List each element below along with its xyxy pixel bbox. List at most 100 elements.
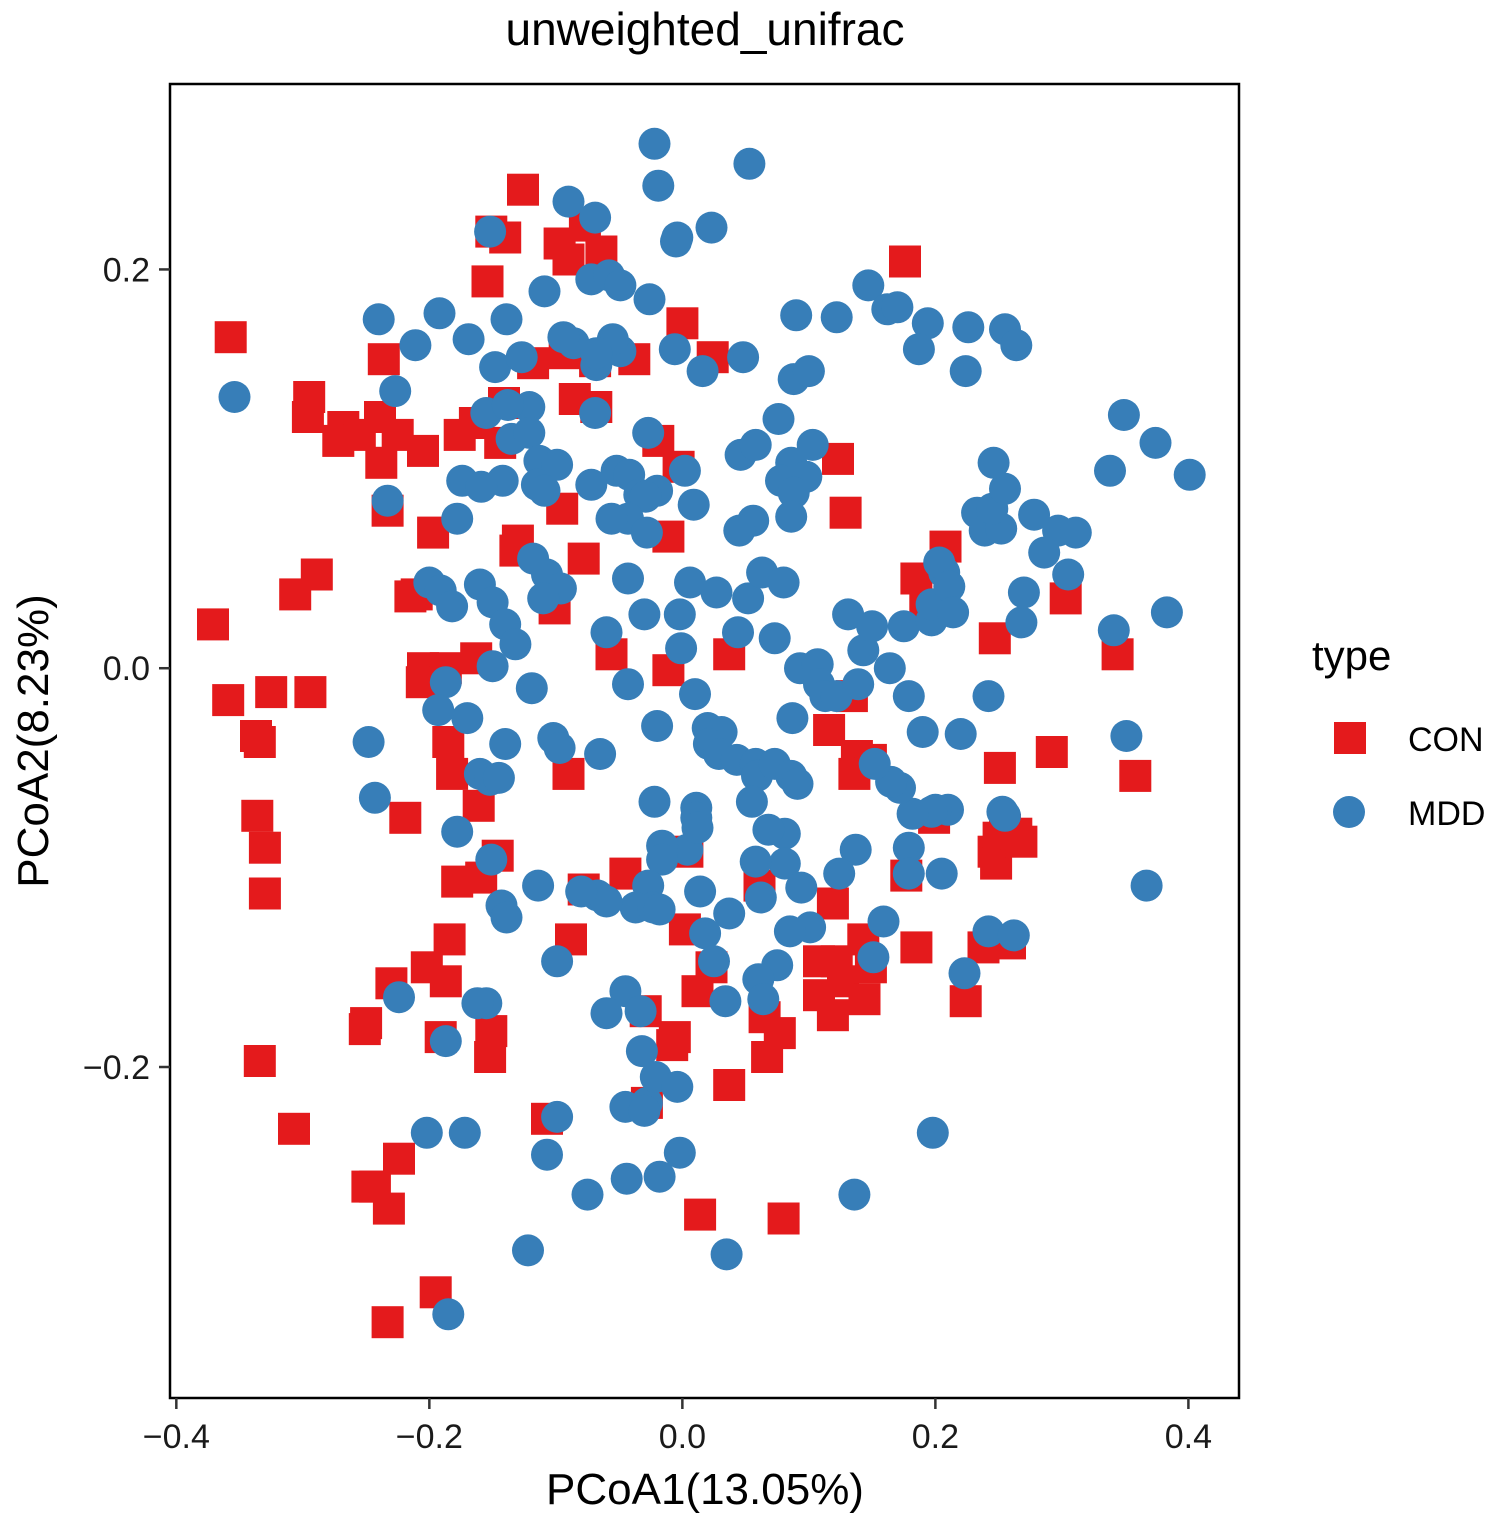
point-mdd <box>681 811 714 844</box>
point-mdd <box>513 416 546 449</box>
legend-label-con: CON <box>1408 721 1484 759</box>
point-mdd <box>858 747 891 780</box>
point-con <box>763 1017 796 1050</box>
point-mdd <box>579 397 612 429</box>
point-mdd <box>642 169 675 202</box>
point-con <box>212 684 245 717</box>
point-mdd <box>1150 596 1183 629</box>
point-con <box>278 1112 310 1145</box>
point-mdd <box>590 997 623 1030</box>
point-mdd <box>785 871 818 904</box>
point-mdd <box>989 472 1021 505</box>
point-con <box>248 877 281 910</box>
point-con <box>567 542 600 575</box>
point-mdd <box>499 628 532 661</box>
point-con <box>291 401 324 433</box>
point-con <box>978 622 1011 655</box>
point-mdd <box>911 307 944 340</box>
point-con <box>949 985 982 1018</box>
point-mdd <box>476 650 509 683</box>
point-mdd <box>663 1136 696 1169</box>
point-mdd <box>700 576 733 609</box>
point-mdd <box>1110 720 1143 752</box>
point-mdd <box>762 403 795 435</box>
point-mdd <box>432 1298 465 1331</box>
point-con <box>889 245 921 278</box>
point-mdd <box>792 355 825 388</box>
y-tick-label: 0.0 <box>103 650 150 688</box>
point-mdd <box>475 843 508 876</box>
point-mdd <box>679 678 711 711</box>
point-mdd <box>531 1138 563 1171</box>
point-con <box>983 751 1016 784</box>
point-mdd <box>451 702 484 735</box>
point-mdd <box>646 843 679 876</box>
point-mdd <box>777 476 810 509</box>
point-mdd <box>739 428 772 461</box>
point-mdd <box>881 291 914 324</box>
y-tick-label: −0.2 <box>83 1049 150 1087</box>
point-mdd <box>1028 536 1061 569</box>
point-mdd <box>796 428 829 461</box>
point-mdd <box>839 833 872 866</box>
legend-key-mdd <box>1333 796 1365 828</box>
point-con <box>656 1029 689 1062</box>
point-con <box>1119 759 1152 792</box>
point-con <box>813 714 846 746</box>
point-mdd <box>371 484 404 517</box>
point-con <box>433 923 466 956</box>
legend-label-mdd: MDD <box>1408 795 1485 833</box>
point-mdd <box>887 610 920 643</box>
point-mdd <box>733 147 766 180</box>
point-mdd <box>541 448 574 481</box>
point-mdd <box>625 1035 658 1068</box>
point-mdd <box>710 1238 743 1271</box>
point-mdd <box>547 321 580 354</box>
point-mdd <box>422 694 455 727</box>
point-mdd <box>641 710 674 742</box>
point-mdd <box>658 333 691 366</box>
point-con <box>243 726 276 758</box>
point-mdd <box>410 1116 443 1149</box>
point-mdd <box>698 945 730 978</box>
point-mdd <box>923 546 956 579</box>
point-con <box>383 1142 415 1175</box>
point-con <box>371 1306 404 1339</box>
point-mdd <box>722 616 754 649</box>
point-mdd <box>856 610 889 643</box>
point-mdd <box>441 815 474 848</box>
point-mdd <box>436 590 469 623</box>
point-mdd <box>944 718 977 750</box>
point-mdd <box>1139 426 1172 459</box>
point-mdd <box>896 797 929 830</box>
point-mdd <box>916 1116 949 1149</box>
point-mdd <box>902 333 935 366</box>
point-mdd <box>429 666 462 699</box>
legend-key-con <box>1334 722 1366 754</box>
point-mdd <box>906 716 939 748</box>
x-tick-label: −0.4 <box>143 1418 210 1456</box>
point-mdd <box>892 680 925 713</box>
point-mdd <box>1130 869 1163 902</box>
point-mdd <box>989 799 1021 832</box>
point-mdd <box>674 566 706 599</box>
point-con <box>372 1192 405 1225</box>
point-con <box>443 418 476 451</box>
point-mdd <box>686 355 719 388</box>
x-tick-label: −0.2 <box>396 1418 463 1456</box>
points-layer <box>197 127 1206 1339</box>
point-mdd <box>744 881 777 914</box>
legend: type CON MDD <box>1312 632 1485 833</box>
point-con <box>294 676 327 709</box>
point-mdd <box>732 582 765 615</box>
point-con <box>367 343 400 376</box>
point-mdd <box>630 516 663 549</box>
point-mdd <box>752 813 785 846</box>
point-mdd <box>575 468 608 501</box>
point-mdd <box>515 672 548 705</box>
point-mdd <box>713 897 746 930</box>
point-mdd <box>925 857 958 890</box>
point-mdd <box>528 275 561 308</box>
point-mdd <box>1097 614 1130 647</box>
point-mdd <box>823 857 856 890</box>
